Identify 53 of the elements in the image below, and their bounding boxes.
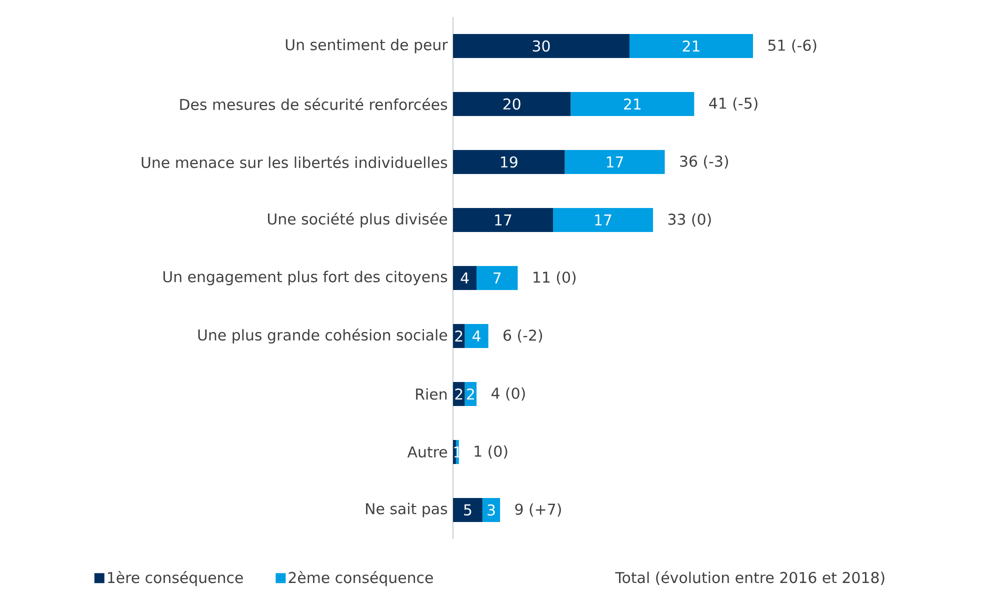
data-label: 4	[472, 330, 480, 342]
bar	[453, 498, 482, 522]
bar	[453, 34, 630, 58]
bar	[476, 266, 518, 290]
bar	[453, 440, 456, 464]
total-label: 11 (0)	[534, 271, 576, 285]
data-label: 20	[503, 98, 520, 110]
total-label: 33 (0)	[668, 213, 711, 227]
data-label: 17	[495, 214, 512, 226]
data-label: 21	[682, 40, 700, 52]
total-label: 4 (0)	[491, 387, 525, 401]
data-label: 2	[455, 330, 462, 342]
bar	[453, 266, 477, 290]
y-tick-label: Un engagement plus fort des citoyens	[163, 270, 448, 286]
data-label: 17	[606, 156, 624, 168]
bar	[570, 92, 694, 116]
legend-label: 2ème conséquence	[288, 571, 433, 586]
data-label: 2	[455, 388, 462, 400]
data-label: 21	[624, 98, 641, 110]
y-tick-label: Une plus grande cohésion sociale	[198, 328, 448, 344]
total-label: 1 (0)	[474, 445, 508, 459]
bar	[464, 324, 488, 348]
total-label: 36 (-3)	[680, 155, 728, 169]
bar	[453, 92, 571, 116]
y-tick-label: Une société plus divisée	[268, 212, 448, 228]
legend-label: 1ère conséquence	[108, 571, 243, 586]
total-label: 9 (+7)	[515, 503, 561, 517]
data-label: 30	[532, 40, 550, 52]
bar	[453, 324, 465, 348]
y-tick-label: Autre	[407, 446, 448, 458]
data-label: 5	[464, 504, 472, 516]
bar	[482, 498, 500, 522]
y-tick-label: Des mesures de sécurité renforcées	[180, 98, 448, 110]
data-label: 19	[501, 156, 518, 168]
bar	[553, 208, 654, 232]
data-label: 3	[488, 504, 495, 516]
total-label: 6 (-2)	[504, 329, 542, 343]
total-label: 41 (-5)	[709, 97, 758, 111]
bar	[453, 208, 554, 232]
y-tick-label: Ne sait pas	[366, 502, 448, 518]
data-label: 17	[595, 214, 612, 226]
bar	[629, 34, 754, 58]
bar	[453, 382, 465, 406]
data-label: 2	[467, 388, 474, 400]
data-label: 7	[494, 272, 501, 284]
bar	[564, 150, 665, 174]
data-label: 4	[460, 272, 469, 284]
total-label: 51 (-6)	[768, 39, 816, 53]
y-tick-label: Une menace sur les libertés individuelles	[142, 156, 448, 168]
text: Total (évolution entre 2016 et 2018)	[615, 571, 884, 585]
bar	[453, 150, 565, 174]
y-tick-label: Rien	[416, 388, 447, 400]
y-tick-label: Un sentiment de peur	[286, 38, 448, 54]
